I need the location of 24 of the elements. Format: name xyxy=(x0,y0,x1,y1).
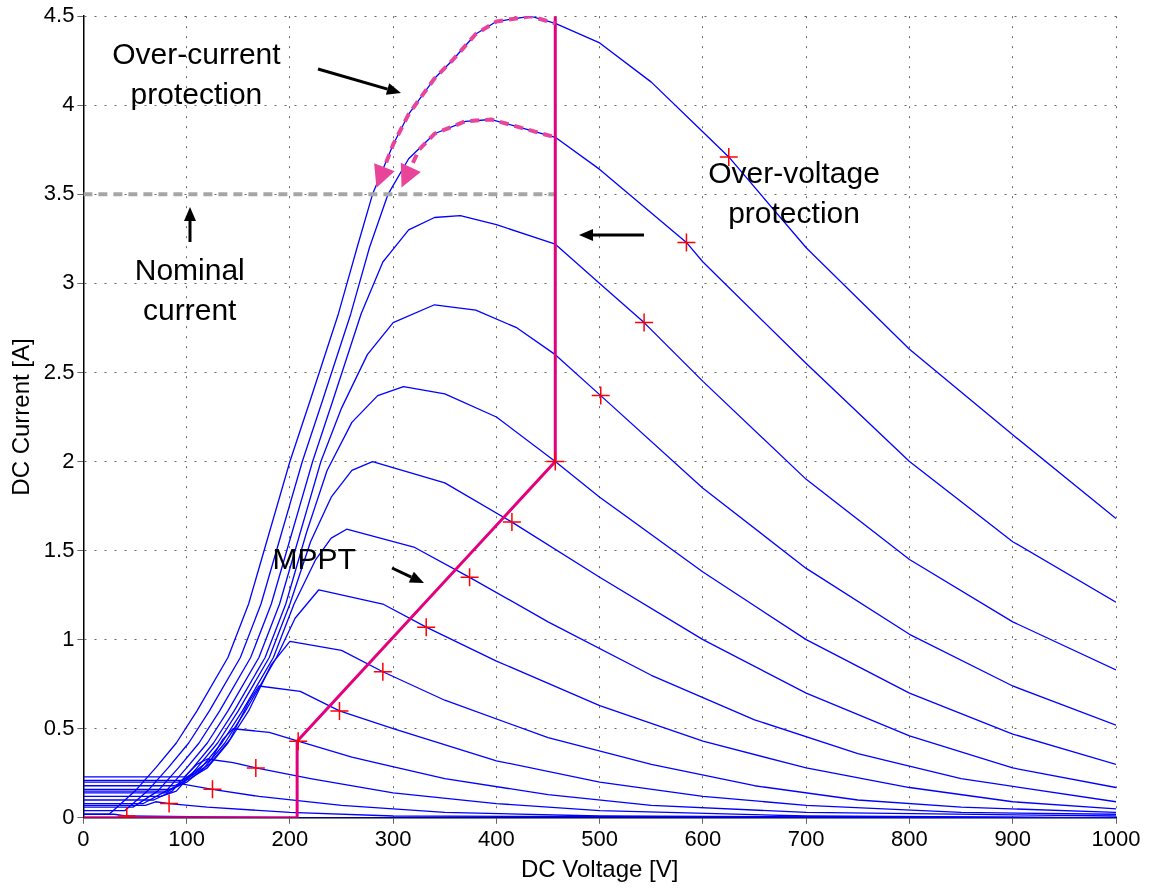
y-tick-label: 1 xyxy=(62,625,75,651)
y-tick-label: 0 xyxy=(62,803,75,829)
x-tick-label: 200 xyxy=(271,826,309,852)
annotation: Over-current protection xyxy=(112,37,282,111)
x-tick-label: 800 xyxy=(891,826,928,852)
y-tick-label: 1.5 xyxy=(43,536,75,562)
y-tick-label: 2.5 xyxy=(43,358,75,384)
x-tick-label: 700 xyxy=(787,826,825,852)
x-tick-label: 600 xyxy=(684,826,722,852)
y-tick-label: 4 xyxy=(62,91,75,117)
y-tick-label: 3.5 xyxy=(43,180,75,206)
x-tick-label: 500 xyxy=(581,826,619,852)
y-tick-label: 2 xyxy=(62,447,75,473)
y-tick-label: 4.5 xyxy=(43,2,75,28)
y-tick-label: 3 xyxy=(62,269,75,295)
annotation: Nominal current xyxy=(134,253,245,327)
x-axis-title: DC Voltage [V] xyxy=(520,855,679,883)
y-tick-label: 0.5 xyxy=(43,714,75,740)
x-tick-label: 300 xyxy=(374,826,412,852)
x-tick-label: 900 xyxy=(994,826,1032,852)
y-axis-title: DC Current [A] xyxy=(7,338,35,496)
x-tick-label: 400 xyxy=(478,826,515,852)
x-tick-label: 100 xyxy=(168,826,205,852)
x-tick-label: 1000 xyxy=(1091,826,1141,852)
